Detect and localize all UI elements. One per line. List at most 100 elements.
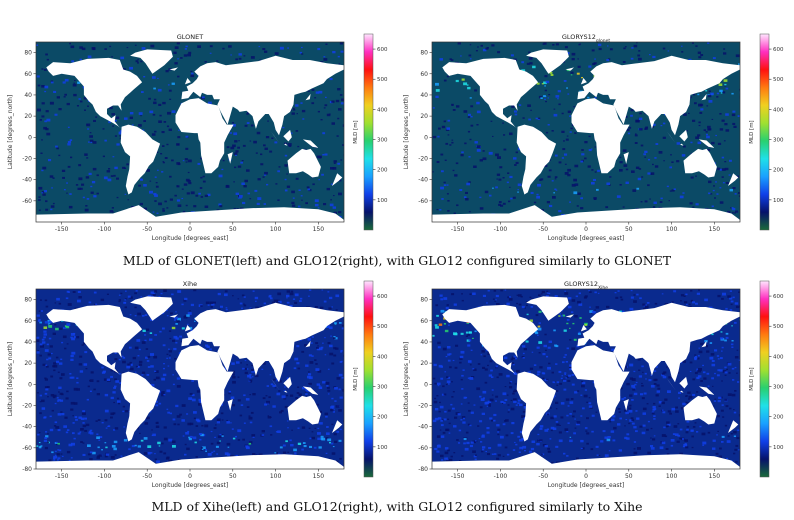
mld-cell [486, 405, 489, 407]
mld-cell [600, 440, 604, 443]
mld-cell [571, 374, 575, 376]
mld-cell [491, 44, 495, 47]
mld-cell [731, 207, 736, 211]
mld-cell [102, 155, 105, 158]
mld-cell [465, 198, 469, 201]
mld-cell [150, 365, 154, 368]
mld-cell [110, 456, 115, 459]
mld-cell [146, 169, 150, 172]
mld-cell [333, 336, 336, 338]
mld-cell [325, 452, 328, 454]
mld-cell [95, 303, 98, 305]
mld-cell [637, 358, 641, 361]
mld-cell [578, 292, 581, 295]
mld-cell [555, 189, 558, 191]
mld-cell [451, 381, 453, 383]
mld-cell [200, 157, 203, 160]
mld-cell [173, 51, 177, 54]
y-tick-label: -40 [418, 424, 428, 431]
mld-cell [150, 353, 154, 356]
mld-cell [325, 415, 328, 418]
y-tick-label: -40 [22, 177, 32, 184]
x-tick-label: 50 [625, 226, 633, 233]
mld-cell [166, 207, 169, 209]
mld-cell [290, 290, 294, 293]
mld-cell [479, 406, 483, 409]
mld-cell [461, 78, 465, 81]
panel-glorys-xihe: GLORYS12Xihe -150 -100 -50 0 50 100 150 Longitud… [400, 277, 790, 507]
mld-cell [715, 134, 717, 137]
mld-cell [640, 393, 644, 396]
mld-cell [137, 312, 142, 316]
mld-cell [114, 119, 117, 122]
mld-cell [678, 391, 682, 394]
mld-cell [728, 372, 731, 374]
mld-cell [719, 89, 723, 92]
mld-cell [177, 75, 180, 78]
mld-cell [451, 104, 454, 106]
mld-cell [588, 397, 591, 399]
mld-cell [154, 458, 157, 461]
mld-cell [488, 447, 492, 450]
mld-cell [171, 293, 174, 296]
mld-cell [594, 58, 596, 60]
mld-cell [686, 303, 688, 305]
mld-cell [454, 333, 458, 336]
mld-cell [124, 298, 127, 300]
mld-cell [470, 349, 473, 351]
mld-cell [207, 453, 212, 456]
mld-cell [513, 157, 517, 160]
mld-cell [486, 302, 488, 304]
mld-cell [537, 118, 540, 120]
mld-cell [698, 368, 702, 371]
mld-cell [76, 388, 80, 391]
mld-cell [289, 304, 293, 308]
mld-cell [736, 349, 739, 351]
mld-cell [452, 407, 455, 410]
mld-cell [502, 122, 504, 124]
mld-cell [215, 445, 219, 448]
mld-cell [513, 372, 517, 374]
mld-cell [70, 408, 74, 411]
mld-cell [716, 434, 718, 436]
mld-cell [118, 299, 121, 301]
mld-cell [711, 333, 714, 336]
mld-cell [487, 453, 490, 456]
mld-cell [157, 169, 159, 171]
mld-cell [337, 88, 341, 91]
y-axis-label: Latitude [degrees_north] [403, 342, 410, 417]
mld-cell [299, 300, 302, 302]
mld-cell [711, 118, 714, 120]
mld-cell [70, 333, 75, 336]
mld-cell [473, 368, 477, 371]
mld-cell [319, 422, 323, 425]
mld-cell [598, 47, 602, 51]
mld-cell [435, 326, 439, 329]
mld-cell [734, 193, 737, 195]
mld-cell [64, 78, 69, 82]
mld-cell [558, 370, 562, 373]
mld-cell [41, 399, 45, 403]
mld-cell [669, 412, 672, 415]
y-tick-label: -40 [418, 177, 428, 184]
x-tick-label: 150 [313, 473, 325, 480]
y-tick-label: 20 [420, 113, 428, 120]
mld-cell [569, 131, 572, 133]
mld-cell [717, 294, 721, 298]
mld-cell [41, 192, 44, 194]
mld-cell [60, 411, 63, 413]
mld-cell [533, 201, 537, 204]
mld-cell [555, 95, 560, 98]
mld-cell [70, 457, 73, 459]
mld-cell [317, 48, 321, 51]
mld-cell [244, 371, 248, 375]
mld-cell [75, 184, 79, 186]
mld-cell [66, 323, 71, 326]
mld-cell [467, 130, 471, 133]
mld-cell [264, 147, 268, 150]
mld-cell [573, 106, 576, 108]
mld-cell [237, 439, 241, 441]
mld-cell [47, 433, 49, 435]
x-tick-label: 100 [270, 226, 282, 233]
mld-cell [158, 445, 161, 447]
